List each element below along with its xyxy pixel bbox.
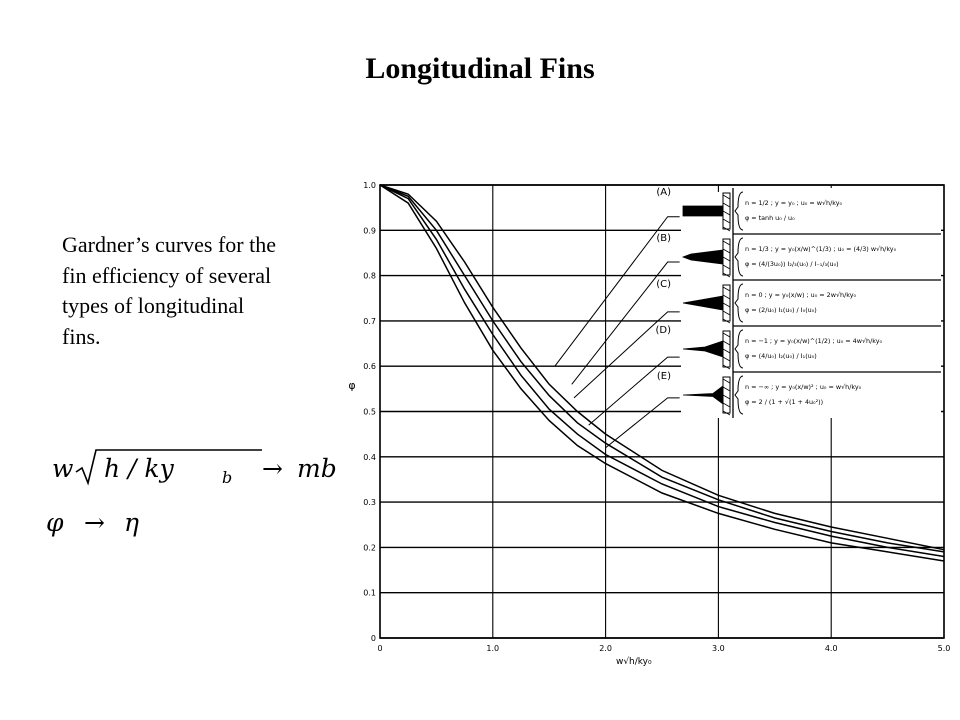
legend-wall-hatch [722, 240, 731, 246]
legend-fin-profile [682, 385, 724, 405]
legend-wall-hatch [722, 294, 731, 300]
leader-line [588, 356, 680, 426]
legend-wall-hatch [722, 210, 731, 216]
y-tick-label: 0.4 [363, 453, 376, 462]
legend-formula-line: n = −∞ ; y = y₀(x/w)² ; u₀ = w√h/ky₀ [745, 383, 862, 391]
legend-formula-line: φ = (2/u₀) I₁(u₀) / I₀(u₀) [745, 306, 817, 314]
substitution-formula-mb: w h / ky b → mb [52, 446, 337, 496]
legend-wall-hatch [722, 402, 731, 408]
legend-formula-line: φ = 2 / (1 + √(1 + 4u₀²)) [745, 398, 823, 406]
legend-wall-hatch [722, 248, 731, 254]
y-tick-label: 0.1 [363, 589, 376, 598]
legend-wall-hatch [722, 272, 731, 278]
legend-label: (A) [656, 187, 671, 198]
leader-line [571, 261, 680, 385]
legend-label: (B) [656, 233, 671, 244]
leader-line [573, 311, 680, 399]
legend-wall-hatch [722, 364, 731, 370]
legend-label: (E) [657, 371, 671, 382]
legend-formula-line: φ = tanh u₀ / u₀ [745, 214, 795, 222]
x-axis-label: w√h/ky₀ [616, 656, 652, 667]
formula-eta: η [124, 508, 139, 537]
x-tick-label: 2.0 [599, 644, 612, 653]
fin-efficiency-chart: 0 0.1 0.2 0.3 0.4 0.5 0.6 0.7 0.8 0.9 1.0 0 1.0 2.0 3.… [348, 181, 951, 667]
legend-wall-hatch [722, 202, 731, 208]
legend-formula-line: n = 0 ; y = y₀(x/w) ; u₀ = 2w√h/ky₀ [745, 291, 857, 299]
y-tick-label: 0.5 [363, 408, 376, 417]
slide-title: Longitudinal Fins [365, 52, 595, 85]
legend-wall-hatch [722, 386, 731, 392]
legend-wall-hatch [722, 310, 731, 316]
legend-wall-hatch [722, 256, 731, 262]
formula-arrow: → [262, 454, 283, 483]
formula-radicand: h / ky [104, 454, 174, 483]
x-tick-label: 0 [377, 644, 382, 653]
square-root-sign [75, 449, 262, 486]
legend-brace [734, 329, 744, 369]
legend-formula-line: φ = (4/(3u₀)) I₂/₃(u₀) / I₋₁/₃(u₀) [745, 260, 839, 268]
legend-wall-hatch [722, 394, 731, 400]
y-axis-label: φ [348, 379, 355, 392]
leader-line [554, 216, 680, 367]
y-tick-label: 0.2 [363, 543, 376, 552]
y-tick-label: 0.3 [363, 498, 376, 507]
figure-caption: Gardner’s curves for the fin efficiency … [62, 232, 277, 349]
efficiency-curve [379, 184, 945, 562]
formula-w: w [52, 454, 74, 483]
x-tick-label: 4.0 [825, 644, 838, 653]
legend-fin-profile [682, 340, 724, 358]
x-tick-label: 5.0 [938, 644, 951, 653]
legend-panel-bg [733, 188, 941, 418]
efficiency-curve [379, 184, 945, 558]
legend-wall-hatch [722, 302, 731, 308]
legend-wall-hatch [722, 194, 731, 200]
y-tick-label: 0.9 [363, 226, 376, 235]
legend-brace [734, 375, 744, 415]
legend-wall-hatch [722, 318, 731, 324]
legend-wall-hatch [722, 226, 731, 232]
formula-arrow-2: → [84, 508, 105, 537]
y-tick-label: 0.7 [363, 317, 376, 326]
legend-formula-line: φ = (4/u₀) I₂(u₀) / I₁(u₀) [745, 352, 817, 360]
legend-wall-hatch [722, 286, 731, 292]
legend-formula-line: n = 1/3 ; y = y₀(x/w)^(1/3) ; u₀ = (4/3)… [745, 245, 897, 253]
legend-wall-hatch [722, 264, 731, 270]
legend-wall-hatch [722, 332, 731, 338]
legend-label: (C) [656, 279, 671, 290]
legend-formula-line: n = −1 ; y = y₀(x/w)^(1/2) ; u₀ = 4w√h/k… [745, 337, 882, 345]
formula-subscript-b: b [222, 468, 233, 487]
x-tick-label: 1.0 [486, 644, 499, 653]
legend-wall-hatch [722, 410, 731, 416]
formula-mb: mb [297, 454, 337, 483]
y-tick-label: 0.8 [363, 272, 376, 281]
legend-wall-hatch [722, 378, 731, 384]
legend-label: (D) [655, 325, 671, 336]
legend-fin-profile [682, 295, 724, 311]
efficiency-curve [379, 184, 945, 553]
x-tick-label: 3.0 [712, 644, 725, 653]
legend-fin-profile [681, 249, 724, 265]
y-tick-label: 0.6 [363, 362, 376, 371]
substitution-formula-eta: φ → η [46, 506, 206, 546]
y-tick-label: 0 [371, 634, 376, 643]
legend-formula-line: n = 1/2 ; y = y₀ ; u₀ = w√h/ky₀ [745, 199, 843, 207]
y-tick-label: 1.0 [363, 181, 376, 190]
legend-brace [734, 191, 744, 231]
legend-wall-hatch [722, 348, 731, 354]
legend-wall-hatch [722, 218, 731, 224]
legend-brace [734, 283, 744, 323]
legend-wall-hatch [722, 356, 731, 362]
efficiency-curve [379, 184, 945, 551]
leader-line [605, 397, 680, 449]
formula-phi: φ [46, 508, 64, 537]
legend-fin-profile [682, 205, 724, 217]
legend-brace [734, 237, 744, 277]
legend-wall-hatch [722, 340, 731, 346]
